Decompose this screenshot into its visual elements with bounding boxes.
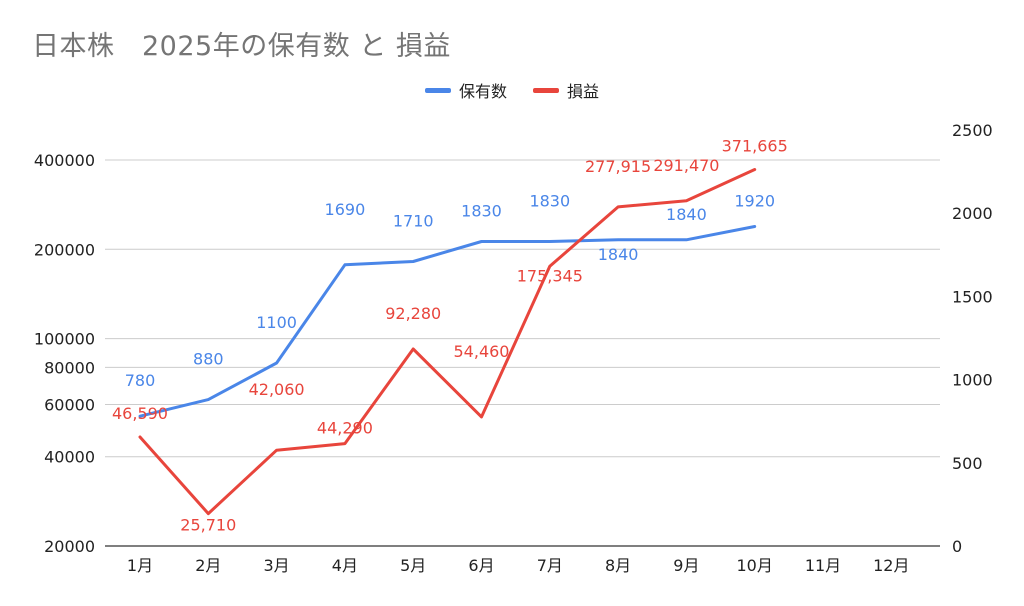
legend-swatch-pnl bbox=[533, 87, 559, 93]
data-label-holdings: 1100 bbox=[256, 313, 297, 332]
legend-label-pnl: 損益 bbox=[567, 82, 600, 101]
right-axis-tick-label: 0 bbox=[952, 537, 962, 556]
right-axis-tick-label: 2500 bbox=[952, 121, 993, 140]
data-label-pnl: 46,590 bbox=[112, 404, 168, 423]
data-label-holdings: 780 bbox=[125, 371, 156, 390]
legend: 保有数 損益 bbox=[0, 78, 1024, 102]
data-label-holdings: 1830 bbox=[529, 191, 570, 210]
data-label-pnl: 54,460 bbox=[454, 342, 510, 361]
x-axis-tick-label: 4月 bbox=[332, 556, 358, 575]
x-axis-tick-label: 10月 bbox=[737, 556, 773, 575]
data-label-pnl: 92,280 bbox=[385, 304, 441, 323]
legend-item-holdings[interactable]: 保有数 bbox=[424, 78, 507, 102]
x-axis-tick-label: 12月 bbox=[873, 556, 909, 575]
left-axis-tick-label: 60000 bbox=[44, 395, 95, 414]
x-axis-tick-label: 3月 bbox=[264, 556, 290, 575]
legend-swatch-holdings bbox=[424, 87, 451, 93]
right-axis-tick-label: 1500 bbox=[952, 287, 993, 306]
left-axis-tick-label: 80000 bbox=[44, 358, 95, 377]
data-label-holdings: 880 bbox=[193, 350, 224, 369]
data-label-holdings: 1710 bbox=[393, 211, 434, 230]
right-axis-tick-label: 2000 bbox=[952, 204, 993, 223]
data-label-pnl: 44,290 bbox=[317, 419, 373, 438]
series-line-holdings bbox=[138, 225, 757, 418]
data-label-pnl: 42,060 bbox=[249, 380, 305, 399]
data-label-pnl: 25,710 bbox=[180, 516, 236, 535]
left-axis-tick-label: 400000 bbox=[34, 151, 95, 170]
x-axis-tick-label: 1月 bbox=[127, 556, 153, 575]
right-axis-tick-label: 500 bbox=[952, 454, 983, 473]
left-axis-tick-label: 200000 bbox=[34, 240, 95, 259]
data-label-pnl: 291,470 bbox=[653, 156, 719, 175]
left-axis-tick-label: 20000 bbox=[44, 537, 95, 556]
data-label-pnl: 175,345 bbox=[517, 266, 583, 285]
data-label-holdings: 1840 bbox=[666, 205, 707, 224]
legend-item-pnl[interactable]: 損益 bbox=[533, 78, 599, 102]
data-label-holdings: 1920 bbox=[734, 192, 775, 211]
data-label-pnl: 277,915 bbox=[585, 157, 651, 176]
left-axis-tick-label: 100000 bbox=[34, 330, 95, 349]
x-axis-tick-label: 6月 bbox=[468, 556, 494, 575]
x-axis-tick-label: 9月 bbox=[673, 556, 699, 575]
x-axis-tick-label: 11月 bbox=[805, 556, 841, 575]
data-label-pnl: 371,665 bbox=[722, 136, 788, 155]
chart-title: 日本株 2025年の保有数 と 損益 bbox=[32, 31, 451, 62]
legend-label-holdings: 保有数 bbox=[458, 82, 507, 101]
data-label-holdings: 1840 bbox=[598, 245, 639, 264]
right-axis-tick-label: 1000 bbox=[952, 371, 993, 390]
data-label-holdings: 1830 bbox=[461, 201, 502, 220]
data-label-holdings: 1690 bbox=[325, 200, 366, 219]
x-axis-tick-label: 8月 bbox=[605, 556, 631, 575]
x-axis-tick-label: 5月 bbox=[400, 556, 426, 575]
left-axis-tick-label: 40000 bbox=[44, 448, 95, 467]
series-line-pnl bbox=[138, 168, 757, 516]
x-axis-tick-label: 7月 bbox=[537, 556, 563, 575]
x-axis-tick-label: 2月 bbox=[195, 556, 221, 575]
